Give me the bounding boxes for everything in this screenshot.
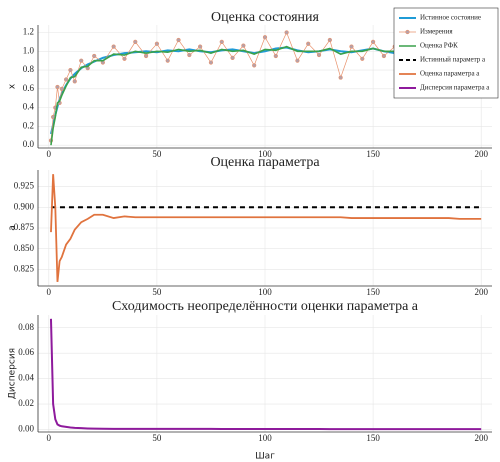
x-tick-label: 200 [474,149,488,159]
measurement-point [198,44,203,49]
x-tick-label: 50 [152,287,162,297]
measurement-point [349,44,354,49]
y-tick-label: 0.00 [18,424,34,434]
series-line [50,174,482,282]
measurement-point [273,53,278,59]
measurement-point [252,63,257,68]
legend-marker [405,29,410,35]
y-tick-label: 0.925 [14,181,35,191]
measurement-point [176,37,181,43]
measurement-point [165,58,170,63]
x-tick-label: 50 [152,433,162,443]
legend-label: Дисперсия параметра a [420,84,490,92]
measurement-point [55,84,60,90]
series-line [49,318,482,431]
y-tick-label: 0.4 [23,102,35,112]
x-tick-label: 100 [258,433,272,443]
y-axis-label: Дисперсия [8,348,18,399]
legend-label: Истинный параметр a [420,56,486,64]
measurement-point [241,43,246,48]
x-tick-label: 200 [474,287,488,297]
y-tick-label: 0.06 [18,347,34,357]
measurement-point [262,35,268,40]
x-tick-label: 100 [258,149,272,159]
x-tick-label: 0 [47,287,52,297]
y-tick-label: 0.02 [18,398,34,408]
measurement-point [68,67,73,73]
x-axis-label: Шаг [255,452,275,462]
y-tick-label: 0.04 [18,373,34,383]
measurement-point [154,41,160,46]
chart-title: Сходимость неопределённости оценки парам… [112,299,419,314]
measurement-point [79,58,84,63]
measurement-point [92,53,97,59]
measurement-point [208,60,214,65]
x-tick-label: 150 [366,433,380,443]
y-tick-label: 0.900 [14,201,35,211]
y-tick-label: 0.08 [18,322,34,332]
y-tick-label: 0.825 [14,263,35,273]
x-tick-label: 150 [366,287,380,297]
legend-box [393,7,499,99]
y-axis-label: a [8,225,18,231]
measurement-point [133,39,138,45]
measurement-point [219,39,224,45]
measurement-point [111,44,116,49]
x-tick-label: 100 [258,287,272,297]
legend-label: Оценка параметра a [420,70,480,78]
legend-label: Истинное состояние [420,14,481,22]
y-tick-label: 0.850 [14,243,35,253]
y-tick-label: 0.0 [23,139,35,149]
y-tick-label: 1.0 [23,45,35,55]
x-tick-label: 50 [152,149,162,159]
x-tick-label: 0 [47,149,52,159]
y-axis-label: x [8,83,18,89]
measurement-point [284,30,289,35]
measurement-point [360,56,365,61]
measurement-point [306,41,311,46]
legend-label: Оценка РФК [420,42,458,50]
x-tick-label: 150 [366,149,380,159]
measurement-point [72,79,77,84]
measurement-point [187,52,192,58]
measurement-point [316,52,322,58]
measurement-point [338,75,343,80]
chart-title: Оценка состояния [211,10,319,25]
measurement-point [327,37,332,43]
y-tick-label: 0.875 [14,222,35,232]
measurement-point [64,77,69,82]
measurement-point [381,53,387,59]
measurement-point [370,39,376,45]
x-tick-label: 0 [47,433,52,443]
measurement-point [143,53,149,59]
measurement-point [230,55,235,60]
measurement-point [295,58,300,63]
y-tick-label: 1.2 [23,27,34,37]
legend: Истинное состояние Измерения Оценка РФК Ист… [393,7,499,99]
measurement-point [122,56,127,61]
measurement-point [59,86,64,91]
chart-title: Оценка параметра [210,155,320,170]
legend-label: Измерения [420,28,453,36]
y-tick-label: 0.8 [23,64,35,74]
y-tick-label: 0.2 [23,120,34,130]
y-tick-label: 0.6 [23,83,35,93]
x-tick-label: 200 [474,433,488,443]
